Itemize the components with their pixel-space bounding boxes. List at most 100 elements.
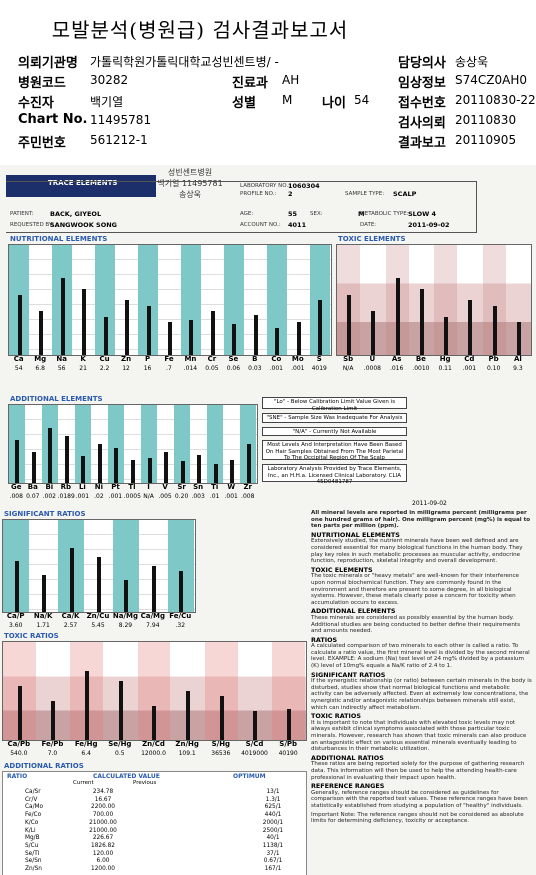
intro: All mineral levels are reported in milli… xyxy=(311,510,531,530)
stamp-line: 성빈센트병원 xyxy=(167,168,213,177)
column-label: S/Hg xyxy=(211,740,231,748)
column xyxy=(171,642,204,740)
column-label: Co xyxy=(271,355,282,363)
plot-area xyxy=(8,244,332,356)
column xyxy=(159,245,179,355)
form-value: 4011 xyxy=(288,221,307,229)
column-label: Zn xyxy=(121,355,132,363)
column-value: .32 xyxy=(175,622,186,629)
bar xyxy=(164,451,169,483)
section-heading: REFERENCE RANGES xyxy=(311,782,385,791)
column-value: 12000.0 xyxy=(141,750,166,757)
info-label: 수진자 xyxy=(18,96,54,111)
form-value: 2011-09-02 xyxy=(408,221,450,229)
note-box: Laboratory Analysis Provided by Trace El… xyxy=(262,464,407,485)
column-value: .0189 xyxy=(57,493,75,500)
brand: TRACE ELEMENTS xyxy=(48,179,118,187)
form-label: AGE: xyxy=(240,211,254,217)
column-value: 6.8 xyxy=(35,365,45,372)
form-label: REQUESTED BY: xyxy=(10,222,54,228)
plot-area xyxy=(2,519,196,613)
table-header: CALCULATED VALUE xyxy=(93,773,160,780)
column xyxy=(137,642,171,740)
column xyxy=(272,642,305,740)
column xyxy=(158,405,174,483)
info-value: 54 xyxy=(354,93,370,107)
bar xyxy=(210,311,215,355)
column-value: 0.03 xyxy=(248,365,262,372)
table-cell: 6.00 xyxy=(96,858,110,865)
column xyxy=(180,245,202,355)
column-label: Cu xyxy=(99,355,110,363)
column-label: S xyxy=(316,355,322,363)
table-cell: Fe/Co xyxy=(25,812,42,819)
column xyxy=(9,405,25,483)
form-label: ACCOUNT NO.: xyxy=(240,222,281,228)
bar xyxy=(125,300,130,355)
column xyxy=(361,245,384,355)
column-value: 0.05 xyxy=(205,365,219,372)
column-value: 0.20 xyxy=(174,493,189,500)
section-heading: TOXIC ELEMENTS xyxy=(311,565,373,574)
column-label: Ba xyxy=(27,483,38,491)
info-value: 561212-1 xyxy=(90,133,148,147)
table-cell: 167/1 xyxy=(264,866,282,872)
info-value: 백기열 xyxy=(90,95,124,109)
section-title: TOXIC RATIOS xyxy=(4,632,59,640)
bar xyxy=(81,455,86,483)
bar xyxy=(82,289,87,355)
bar xyxy=(189,319,194,355)
column-value: 2.2 xyxy=(99,365,110,372)
column xyxy=(94,245,116,355)
bar xyxy=(468,300,473,355)
column xyxy=(224,405,240,483)
info-value: M xyxy=(282,93,293,107)
column xyxy=(434,245,458,355)
column-value: 109.1 xyxy=(178,750,196,757)
column-value: 40190 xyxy=(278,750,298,757)
column-value: 56 xyxy=(57,365,66,372)
info-label: 결과보고 xyxy=(398,136,446,151)
column-label: Ca/K xyxy=(61,612,80,620)
column xyxy=(205,642,238,740)
column-label: Na/K xyxy=(33,612,53,620)
column-label: Fe/Hg xyxy=(74,740,98,748)
column xyxy=(507,245,530,355)
section-heading: ADDITIONAL RATIOS xyxy=(311,753,384,762)
column-value: .0008 xyxy=(363,365,381,372)
table-cell: 37/1 xyxy=(266,850,280,857)
column-value: 0.11 xyxy=(438,365,452,372)
column-value: .001 xyxy=(291,365,305,372)
section-body: It is important to note that individuals… xyxy=(311,719,527,753)
table-cell: 226.67 xyxy=(92,835,114,842)
column xyxy=(30,520,56,612)
column-value: 540.0 xyxy=(10,750,28,757)
table-cell: Zn/Sn xyxy=(25,866,42,872)
text-column: All mineral levels are reported in milli… xyxy=(311,510,532,825)
bar xyxy=(48,428,53,483)
section-title: ADDITIONAL ELEMENTS xyxy=(10,395,103,403)
column-label: Mo xyxy=(291,355,304,363)
column-label: Zr xyxy=(243,483,252,491)
table-header: OPTIMUM xyxy=(233,773,266,780)
note-box: "N/A" - Currently Not Available xyxy=(262,427,407,436)
column-value: 0.5 xyxy=(115,750,125,757)
column xyxy=(112,520,140,612)
bar xyxy=(253,710,258,740)
column xyxy=(104,642,137,740)
section-heading: NUTRITIONAL ELEMENTS xyxy=(311,530,400,539)
column-label: Sn xyxy=(193,483,204,491)
form-value: 1060304 xyxy=(288,182,320,190)
logo-band xyxy=(6,175,156,197)
column xyxy=(3,520,30,612)
column xyxy=(92,405,108,483)
bar xyxy=(230,459,235,483)
bar xyxy=(287,708,292,740)
notes-date: 2011-09-02 xyxy=(412,500,447,507)
column-label: V xyxy=(162,483,168,491)
column xyxy=(51,245,73,355)
column-label: Zn/Cu xyxy=(86,612,110,620)
column-label: Sr xyxy=(177,483,186,491)
column-value: 0.06 xyxy=(226,365,241,372)
column-value: .001 xyxy=(269,365,283,372)
